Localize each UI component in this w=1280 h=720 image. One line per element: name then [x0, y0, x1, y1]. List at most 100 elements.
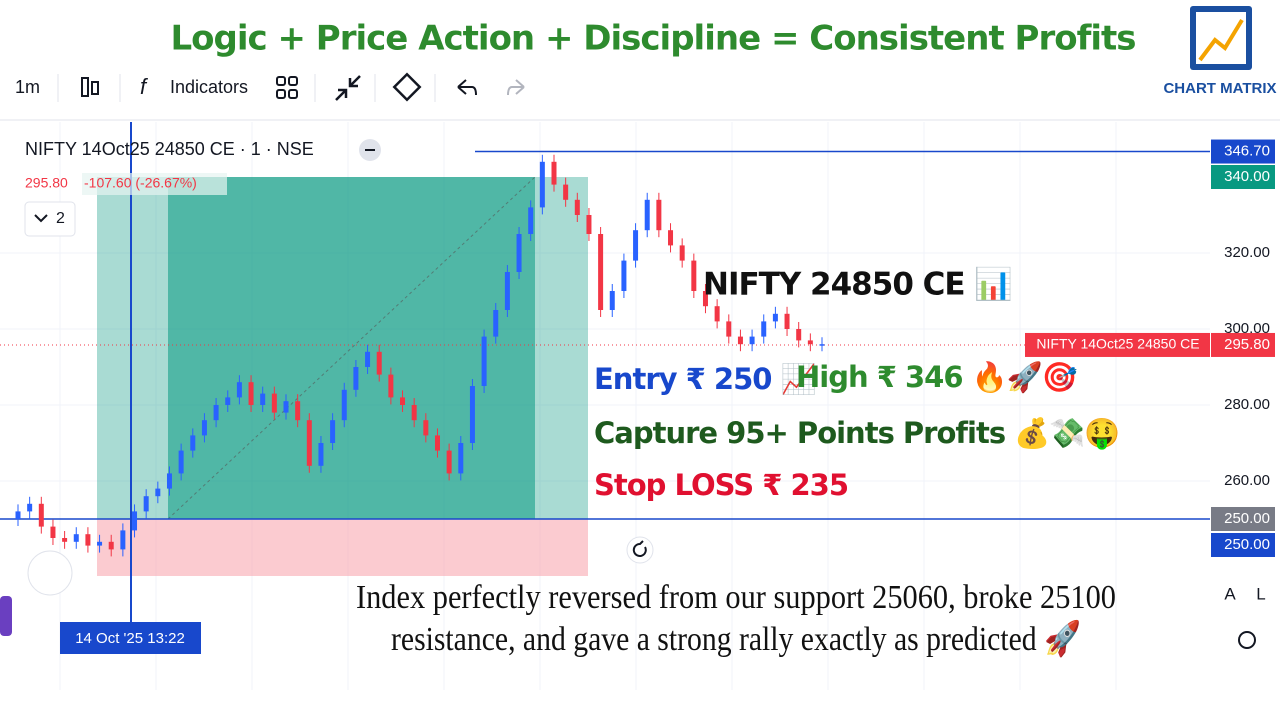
loss-zone: [97, 519, 588, 576]
candle: [190, 435, 196, 451]
candle: [166, 473, 172, 489]
candle: [213, 405, 219, 421]
price-tag: [1211, 332, 1275, 357]
layouts-icon[interactable]: [276, 76, 298, 99]
candle: [178, 450, 184, 474]
candle: [574, 199, 580, 215]
candle: [691, 260, 697, 291]
candle: [702, 291, 708, 307]
price-axis-label: 300.00: [1224, 320, 1270, 337]
scale-button[interactable]: A: [1224, 584, 1236, 603]
price-tag-label: 250.00: [1224, 536, 1270, 553]
candle: [38, 503, 44, 527]
price-tag-label: 295.80: [1224, 336, 1270, 353]
candle: [807, 340, 813, 345]
candle: [376, 351, 382, 375]
candle: [539, 161, 545, 208]
candle: [330, 420, 336, 443]
candle: [120, 530, 126, 550]
undo-button[interactable]: [457, 79, 477, 96]
annotation: NIFTY 24850 CE 📊: [703, 266, 1012, 303]
candle: [283, 401, 289, 413]
reset-button[interactable]: [626, 536, 654, 564]
headline: Logic + Price Action + Discipline = Cons…: [170, 19, 1135, 59]
side-tab[interactable]: [0, 596, 12, 636]
candle: [644, 199, 650, 231]
candle: [306, 420, 312, 466]
candle: [15, 511, 21, 519]
candle: [726, 321, 732, 337]
change-bg: [82, 173, 227, 195]
candle: [749, 336, 755, 345]
candle: [411, 405, 417, 421]
candle: [73, 534, 79, 542]
price-tag-label: 250.00: [1224, 510, 1270, 527]
caption-line: resistance, and gave a strong rally exac…: [391, 619, 1081, 658]
candle: [201, 420, 207, 436]
logo-text: CHART MATRIX: [1163, 80, 1276, 97]
candle: [633, 230, 639, 261]
candle: [295, 401, 301, 421]
price-tag-label: 346.70: [1224, 143, 1270, 160]
chart-area: [0, 122, 1210, 690]
price-tag: [1211, 165, 1275, 189]
fx-icon[interactable]: f: [140, 74, 149, 99]
settings-button[interactable]: [1238, 631, 1256, 649]
annotation: Stop LOSS ₹ 235: [594, 468, 848, 502]
candle: [27, 503, 33, 512]
candle: [155, 488, 161, 497]
candle: [388, 374, 394, 398]
candle: [481, 336, 487, 386]
chart-legend: NIFTY 14Oct25 24850 CE · 1 · NSE 295.80 …: [24, 139, 381, 237]
price-tag-label: 340.00: [1224, 168, 1270, 185]
logo-mark: [1198, 18, 1244, 62]
reset-icon: [632, 540, 647, 557]
candle: [528, 207, 534, 234]
candle: [656, 199, 662, 231]
price-change: -107.60 (-26.67%): [84, 175, 197, 191]
candle: [400, 397, 406, 405]
candle: [108, 541, 114, 550]
redo-button[interactable]: [507, 79, 525, 96]
candle: [609, 291, 615, 310]
candle: [714, 306, 720, 322]
candle: [586, 215, 592, 234]
price-axis-label: 280.00: [1224, 396, 1270, 413]
price-tag: [1211, 507, 1275, 531]
candle: [446, 450, 452, 474]
caption-line: Index perfectly reversed from our suppor…: [356, 579, 1116, 616]
time-tag: [60, 622, 201, 654]
candle: [85, 534, 91, 546]
candle: [551, 161, 557, 185]
candle: [236, 382, 242, 398]
candle: [132, 511, 138, 531]
candle: [143, 496, 149, 512]
price-tag: [1211, 533, 1275, 557]
profit-zone-filled: [168, 177, 535, 519]
annotation: High ₹ 346 🔥🚀🎯: [796, 360, 1078, 394]
candle: [493, 310, 499, 337]
candle: [668, 230, 674, 246]
indicators-button[interactable]: Indicators: [170, 77, 248, 97]
toolbar: 1m f Indicators: [15, 72, 525, 102]
replay-icon[interactable]: [392, 72, 422, 102]
symbol-label: NIFTY 14Oct25 24850 CE · 1 · NSE: [25, 139, 314, 159]
price-axis-label: 320.00: [1224, 244, 1270, 261]
candle: [504, 272, 510, 310]
scale-button[interactable]: L: [1256, 584, 1265, 603]
symbol-tag-label: NIFTY 14Oct25 24850 CE: [1036, 336, 1199, 352]
annotation: Entry ₹ 250 📈: [594, 362, 816, 396]
candle-icon[interactable]: [81, 77, 89, 97]
tv-logo: [27, 550, 73, 596]
candle: [761, 321, 767, 337]
candle: [50, 526, 56, 538]
interval-button[interactable]: 1m: [15, 77, 40, 97]
candle-icon[interactable]: [91, 81, 99, 95]
candle: [621, 260, 627, 291]
indicator-collapse[interactable]: [24, 201, 76, 237]
collapse-icon[interactable]: [335, 75, 361, 101]
candle: [819, 344, 825, 346]
time-tag-label: 14 Oct '25 13:22: [75, 630, 185, 647]
candle: [784, 313, 790, 329]
annotation: Capture 95+ Points Profits 💰💸🤑: [594, 416, 1120, 451]
